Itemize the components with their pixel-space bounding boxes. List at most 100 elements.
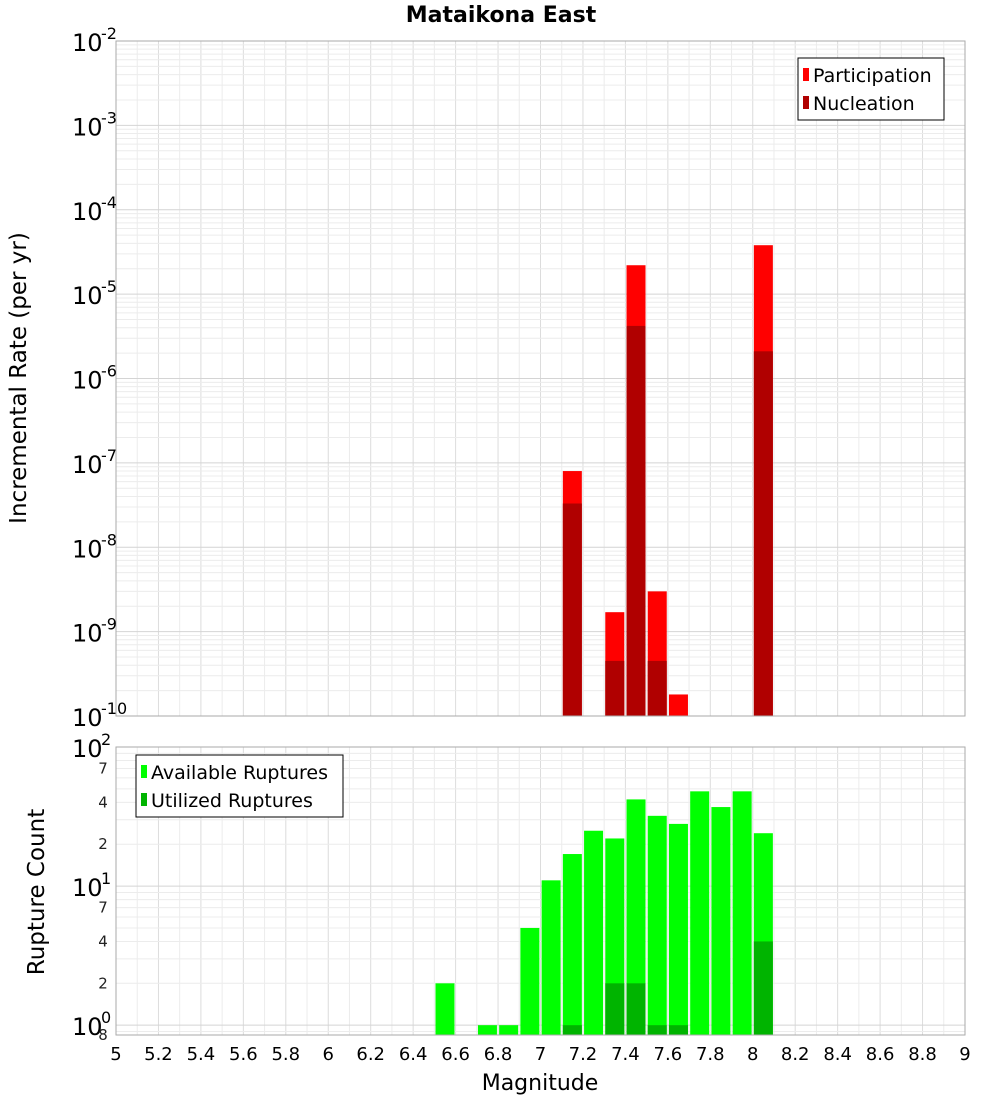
x-tick-label: 8: [747, 1044, 758, 1065]
y-tick-exponent: -5: [101, 277, 117, 296]
bar-utilized-ruptures: [626, 983, 646, 1035]
y-minor-tick-label: 4: [98, 932, 108, 950]
y-tick-base: 10: [72, 704, 103, 732]
y-tick-exponent: -8: [101, 530, 117, 549]
y-tick-exponent: -10: [101, 699, 127, 718]
x-tick-label: 5.6: [229, 1044, 258, 1065]
bottom-plot-border: [115, 746, 966, 1036]
x-tick-label: 6.4: [399, 1044, 428, 1065]
x-tick-label: 6: [323, 1044, 334, 1065]
legend-label: Nucleation: [813, 93, 915, 115]
y-tick-exponent: -2: [101, 24, 117, 43]
y-tick-base: 10: [72, 451, 103, 479]
bar-available-ruptures: [562, 854, 582, 1035]
x-tick-label: 5.4: [187, 1044, 216, 1065]
y-tick-base: 10: [72, 735, 103, 763]
y-minor-tick-label: 7: [98, 899, 108, 917]
legend-box: [797, 57, 945, 121]
bar-available-ruptures: [732, 791, 752, 1035]
bar-utilized-ruptures: [647, 1025, 667, 1035]
y-tick-base: 10: [72, 620, 103, 648]
x-tick-label: 7: [535, 1044, 546, 1065]
y-tick-base: 10: [72, 1013, 103, 1041]
y-tick-exponent: -9: [101, 615, 117, 634]
top-bars: [562, 245, 773, 717]
chart-title: Mataikona East: [406, 3, 597, 28]
bar-available-ruptures: [584, 830, 604, 1035]
x-tick-label: 8.2: [781, 1044, 810, 1065]
y-minor-tick-label: 4: [98, 793, 108, 811]
bottom-legend: Available Ruptures Utilized Ruptures: [135, 754, 344, 818]
bar-available-ruptures: [499, 1025, 519, 1035]
bar-nucleation: [562, 503, 582, 716]
x-tick-labels: 5 5.2 5.4 5.6 5.8 6 6.2 6.4 6.6 6.8 7 7.2 7.4 7.6 7.8 8…: [110, 1044, 970, 1065]
bar-utilized-ruptures: [562, 1025, 582, 1035]
x-tick-label: 5.8: [271, 1044, 300, 1065]
y-tick-base: 10: [72, 113, 103, 141]
bar-available-ruptures: [711, 807, 731, 1035]
bar-available-ruptures: [690, 791, 710, 1035]
y-minor-tick-label: 8: [98, 1026, 108, 1044]
y-tick-base: 10: [72, 29, 103, 57]
legend-label: Available Ruptures: [151, 762, 328, 784]
legend-label: Utilized Ruptures: [151, 790, 313, 812]
y-minor-tick-label: 2: [98, 835, 108, 853]
legend-box: [135, 754, 344, 818]
bar-utilized-ruptures: [753, 941, 773, 1035]
top-legend: Participation Nucleation: [797, 57, 945, 121]
bar-available-ruptures: [626, 799, 646, 1035]
bar-available-ruptures: [668, 823, 688, 1035]
bar-available-ruptures: [520, 927, 540, 1035]
y-minor-tick-label: 7: [98, 760, 108, 778]
x-axis-label: Magnitude: [482, 1071, 599, 1096]
legend-swatch: [803, 96, 809, 109]
y-tick-base: 10: [72, 367, 103, 395]
legend-label: Participation: [813, 65, 932, 87]
top-gridlines: [115, 40, 966, 717]
y-tick-base: 10: [72, 198, 103, 226]
y-tick-exponent: 2: [101, 730, 111, 749]
bar-utilized-ruptures: [668, 1025, 688, 1035]
x-tick-label: 8.4: [823, 1044, 852, 1065]
x-tick-label: 8.6: [866, 1044, 895, 1065]
bar-participation: [668, 694, 688, 716]
x-tick-label: 7.2: [569, 1044, 598, 1065]
bar-available-ruptures: [541, 880, 561, 1035]
y-tick-base: 10: [72, 874, 103, 902]
bar-available-ruptures: [435, 983, 455, 1035]
x-tick-label: 6.8: [484, 1044, 513, 1065]
x-tick-label: 7.6: [654, 1044, 683, 1065]
top-plot-border: [115, 40, 966, 717]
y-tick-base: 10: [72, 535, 103, 563]
y-tick-exponent: 0: [101, 1008, 111, 1027]
x-tick-label: 5.2: [144, 1044, 173, 1065]
bottom-bars: [435, 791, 773, 1035]
y-tick-base: 10: [72, 282, 103, 310]
y-tick-exponent: -6: [101, 362, 117, 381]
y-tick-exponent: 1: [101, 869, 111, 888]
x-tick-label: 8.8: [908, 1044, 937, 1065]
x-tick-label: 6.6: [441, 1044, 470, 1065]
bar-nucleation: [626, 325, 646, 716]
bar-available-ruptures: [477, 1025, 497, 1035]
bar-utilized-ruptures: [605, 983, 625, 1035]
y-minor-tick-label: 2: [98, 974, 108, 992]
y-tick-exponent: -7: [101, 446, 117, 465]
bar-nucleation: [647, 660, 667, 716]
top-y-axis-label: Incremental Rate (per yr): [6, 232, 32, 524]
x-tick-label: 5: [110, 1044, 121, 1065]
legend-swatch: [141, 793, 147, 806]
x-tick-label: 7.4: [611, 1044, 640, 1065]
bar-available-ruptures: [647, 815, 667, 1035]
bar-nucleation: [605, 660, 625, 716]
x-tick-label: 9: [959, 1044, 970, 1065]
bar-nucleation: [753, 351, 773, 716]
legend-swatch: [803, 68, 809, 81]
y-tick-exponent: -3: [101, 108, 117, 127]
x-tick-label: 6.2: [356, 1044, 385, 1065]
